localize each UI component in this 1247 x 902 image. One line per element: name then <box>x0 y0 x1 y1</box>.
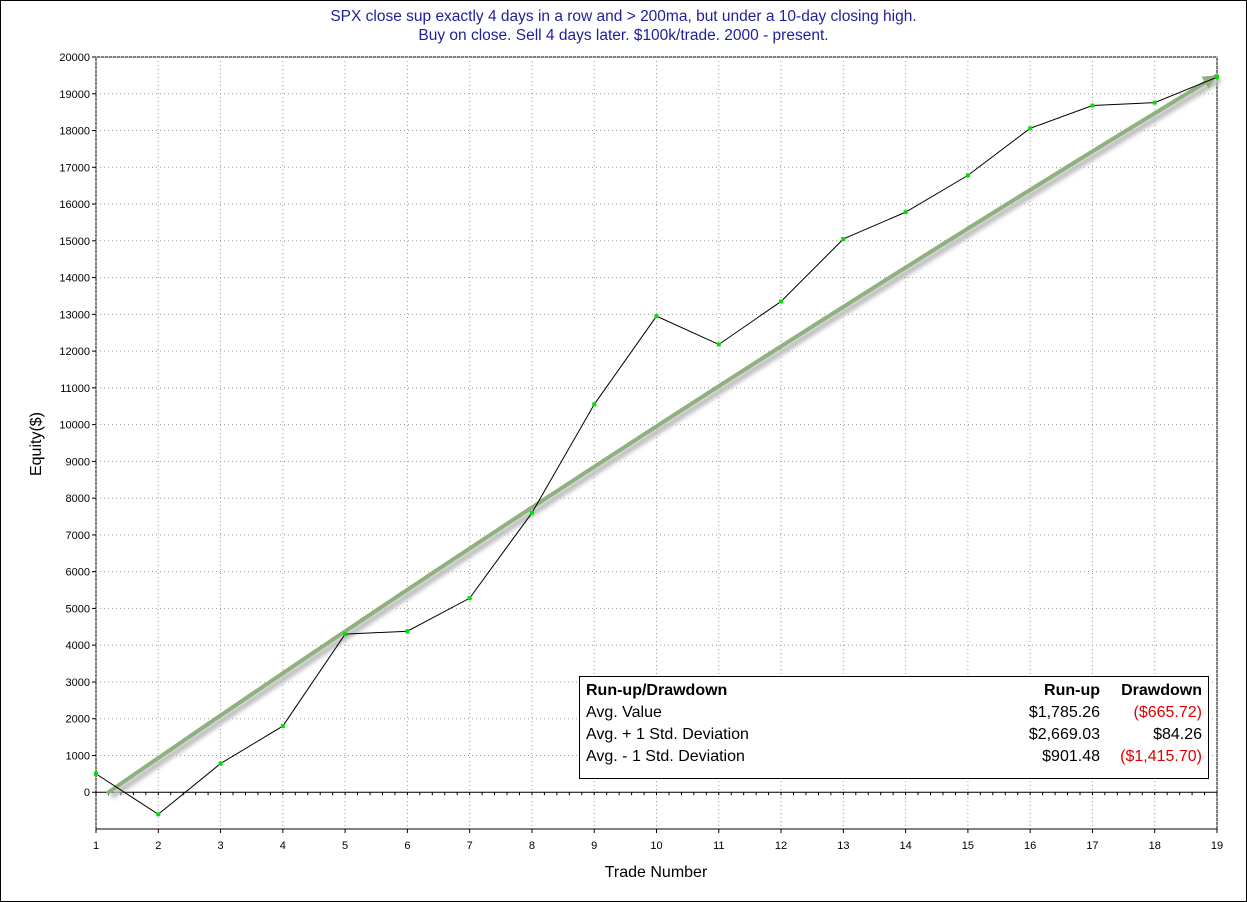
x-tick-label: 11 <box>713 840 724 852</box>
stats-row-label: Avg. + 1 Std. Deviation <box>586 726 749 743</box>
stats-row-drawdown: ($1,415.70) <box>1120 748 1202 765</box>
equity-point <box>405 629 410 634</box>
equity-point <box>529 510 534 515</box>
stats-row-runup: $2,669.03 <box>1028 726 1100 743</box>
y-tick-label: 7000 <box>66 530 90 542</box>
x-axis: 1 2 3 4 5 6 7 8 9 10 11 12 13 14 15 16 17 18 19 <box>93 792 1223 852</box>
x-tick-label: 13 <box>837 840 849 852</box>
equity-point <box>903 210 908 215</box>
stats-row: Avg. Value $1,785.26 ($665.72) <box>586 702 1202 724</box>
stats-row-drawdown: $84.26 <box>1153 726 1202 743</box>
x-tick-label: 16 <box>1024 840 1036 852</box>
equity-series <box>94 75 1219 817</box>
runup-drawdown-table: Run-up/Drawdown Run-up Drawdown Avg. Val… <box>579 676 1209 779</box>
stats-row: Avg. - 1 Std. Deviation $901.48 ($1,415.… <box>586 746 1202 768</box>
y-tick-label: 6000 <box>66 567 90 579</box>
x-tick-label: 8 <box>529 840 535 852</box>
trend-line <box>106 73 1219 795</box>
stats-header-drawdown: Drawdown <box>1121 682 1202 699</box>
equity-point <box>1028 126 1033 131</box>
stats-header-runup: Run-up <box>1044 682 1100 699</box>
equity-point <box>965 173 970 178</box>
y-axis-label: Equity($) <box>28 412 45 476</box>
x-tick-label: 15 <box>962 840 974 852</box>
equity-point <box>716 342 721 347</box>
y-tick-label: 11000 <box>60 383 90 395</box>
y-axis: 0 1000 2000 3000 4000 5000 6000 7000 8000 9000 100… <box>59 52 96 799</box>
x-tick-label: 1 <box>93 840 99 852</box>
x-tick-label: 19 <box>1211 840 1223 852</box>
y-tick-label: 1000 <box>66 750 90 762</box>
y-tick-label: 3000 <box>66 677 90 689</box>
stats-row-runup: $1,785.26 <box>1028 704 1100 721</box>
stats-row-runup: $901.48 <box>1042 748 1100 765</box>
stats-row-label: Avg. Value <box>586 704 662 721</box>
y-tick-label: 13000 <box>59 309 90 321</box>
y-tick-label: 5000 <box>66 603 90 615</box>
y-tick-label: 12000 <box>59 346 90 358</box>
equity-point <box>218 761 223 766</box>
equity-point <box>1090 103 1095 108</box>
y-tick-label: 18000 <box>59 126 90 138</box>
chart-title: SPX close sup exactly 4 days in a row an… <box>330 8 917 25</box>
y-tick-label: 4000 <box>66 640 90 652</box>
x-tick-label: 5 <box>342 840 348 852</box>
x-tick-label: 17 <box>1086 840 1098 852</box>
equity-point <box>343 632 348 637</box>
y-tick-label: 17000 <box>59 162 90 174</box>
equity-point <box>1152 100 1157 105</box>
equity-point <box>156 812 161 817</box>
y-tick-label: 0 <box>84 787 90 799</box>
equity-point <box>654 314 659 319</box>
stats-header-row: Run-up/Drawdown Run-up Drawdown <box>586 680 1202 702</box>
equity-point <box>467 596 472 601</box>
x-tick-label: 14 <box>899 840 911 852</box>
y-tick-label: 16000 <box>59 199 90 211</box>
x-axis-label: Trade Number <box>605 864 708 881</box>
equity-point <box>592 402 597 407</box>
y-tick-label: 14000 <box>59 273 90 285</box>
stats-row-label: Avg. - 1 Std. Deviation <box>586 748 745 765</box>
equity-point <box>94 771 98 776</box>
equity-point <box>779 299 784 304</box>
x-tick-label: 10 <box>650 840 662 852</box>
x-tick-label: 18 <box>1149 840 1161 852</box>
equity-point <box>1215 75 1219 80</box>
x-tick-label: 9 <box>591 840 597 852</box>
x-tick-label: 2 <box>155 840 161 852</box>
y-tick-label: 9000 <box>66 456 90 468</box>
x-tick-label: 12 <box>775 840 787 852</box>
trend-line-shadow <box>109 76 1222 799</box>
y-tick-label: 15000 <box>59 236 90 248</box>
y-tick-label: 20000 <box>59 52 90 64</box>
x-tick-label: 6 <box>404 840 410 852</box>
x-tick-label: 3 <box>217 840 223 852</box>
y-tick-label: 2000 <box>66 714 90 726</box>
chart-subtitle: Buy on close. Sell 4 days later. $100k/t… <box>418 27 829 44</box>
equity-point <box>841 236 846 241</box>
stats-row-drawdown: ($665.72) <box>1133 704 1203 721</box>
x-tick-label: 4 <box>280 840 286 852</box>
y-tick-label: 19000 <box>59 89 90 101</box>
stats-row: Avg. + 1 Std. Deviation $2,669.03 $84.26 <box>586 724 1202 746</box>
y-tick-label: 8000 <box>66 493 90 505</box>
stats-header-label: Run-up/Drawdown <box>586 682 728 699</box>
y-tick-label: 10000 <box>59 420 90 432</box>
equity-point <box>280 724 285 729</box>
x-tick-label: 7 <box>467 840 473 852</box>
